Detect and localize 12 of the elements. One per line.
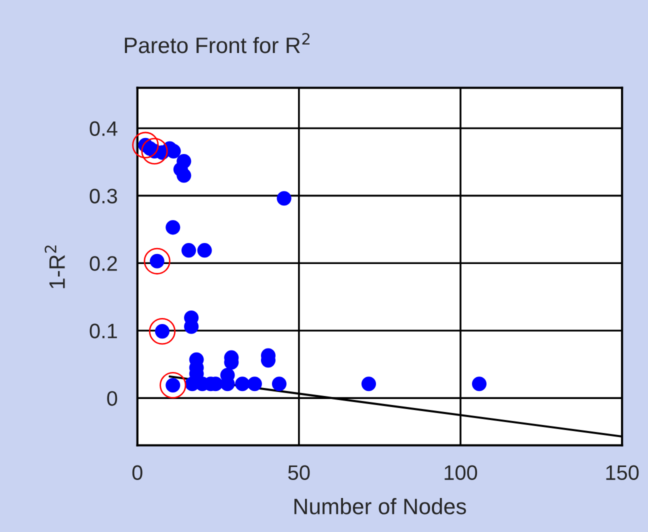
- x-tick-label: 100: [444, 465, 478, 480]
- y-axis-title: 1-R$^{2}$: [44, 246, 65, 288]
- y-tick-label: 0.2: [90, 256, 117, 271]
- y-tick-label: 0.1: [90, 324, 117, 338]
- x-tick-label: 50: [288, 465, 310, 480]
- y-tick-label: 0.4: [90, 121, 118, 136]
- y-tick-label: 0: [107, 391, 118, 406]
- x-tick-label: 150: [606, 465, 639, 480]
- x-tick-label: 0: [132, 465, 142, 480]
- y-tick-label: 0.3: [90, 188, 118, 204]
- chart-title: Pareto Front for R$^{2}$: [124, 32, 310, 54]
- x-axis-title: Number of Nodes: [294, 498, 466, 514]
